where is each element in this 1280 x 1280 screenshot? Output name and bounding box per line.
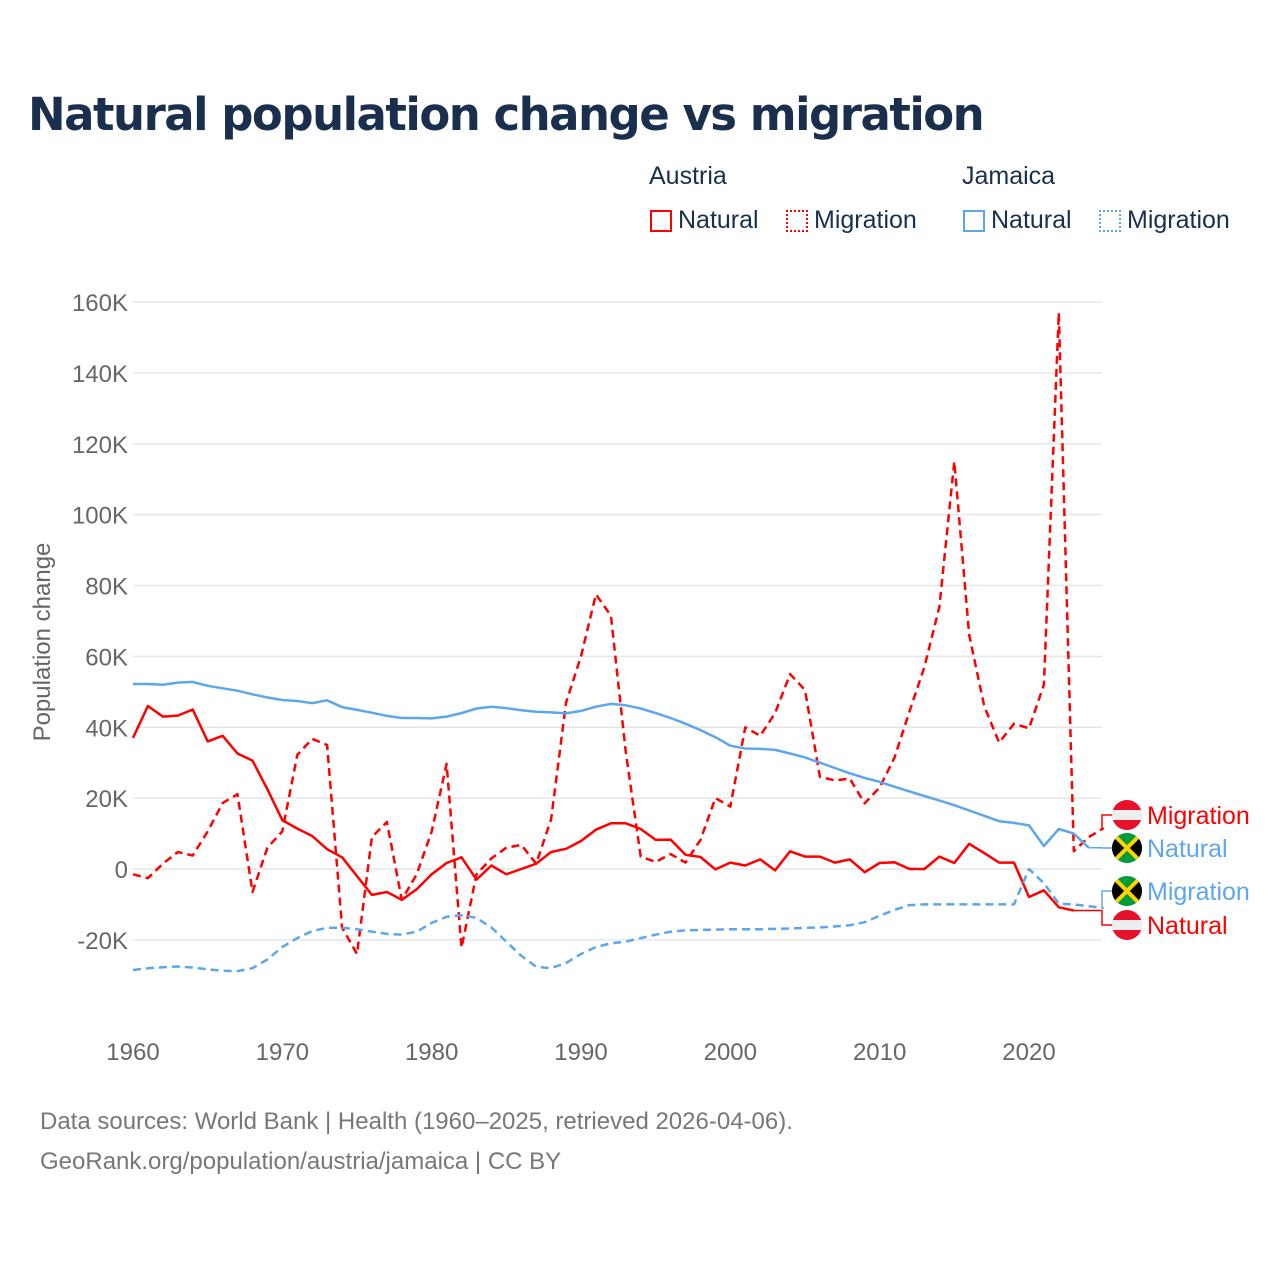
legend-swatch-dotted-icon xyxy=(786,209,808,232)
series-line-jamaica-natural xyxy=(133,680,1090,849)
legend-austria-migration[interactable]: Migration xyxy=(786,206,917,235)
legend-jamaica-natural[interactable]: Natural xyxy=(963,206,1072,235)
y-tick-label: 0 xyxy=(115,857,128,884)
legend-swatch-dotted-icon xyxy=(1099,209,1121,232)
y-tick-label: 140K xyxy=(72,361,128,388)
legend-group-austria: Austria xyxy=(649,162,727,190)
y-tick-label: 120K xyxy=(72,432,128,459)
legend-group-jamaica: Jamaica xyxy=(962,162,1056,190)
legend-jamaica-migration[interactable]: Migration xyxy=(1099,206,1230,235)
x-tick-label: 1990 xyxy=(554,1039,607,1066)
flag-stripe xyxy=(1112,920,1142,930)
legend-label: Migration xyxy=(814,206,917,234)
y-tick-label: 20K xyxy=(85,786,128,813)
footer-attribution[interactable]: GeoRank.org/population/austria/jamaica |… xyxy=(40,1148,562,1175)
chart-title: Natural population change vs migration xyxy=(28,88,985,141)
y-tick-label: 40K xyxy=(85,715,128,742)
flag-stripe xyxy=(1112,810,1142,820)
y-tick-label: 80K xyxy=(85,574,128,601)
series-line-austria-natural xyxy=(131,704,1075,912)
end-label-jamaica-migration: Migration xyxy=(1147,878,1250,906)
legend-label: Natural xyxy=(678,206,759,234)
y-axis-label: Population change xyxy=(29,543,56,742)
series-line-jamaica-migration xyxy=(132,867,1104,973)
legend-swatch-solid-icon xyxy=(963,209,985,232)
y-tick-label: 160K xyxy=(72,290,128,317)
end-label-jamaica-natural: Natural xyxy=(1147,835,1228,863)
x-tick-label: 2010 xyxy=(853,1039,906,1066)
legend-swatch-solid-icon xyxy=(650,209,672,232)
label-leader xyxy=(1101,890,1112,909)
end-label-austria-migration: Migration xyxy=(1147,802,1250,830)
legend-label: Natural xyxy=(991,206,1072,234)
y-tick-label: 100K xyxy=(72,503,128,530)
x-tick-label: 1960 xyxy=(106,1039,159,1066)
label-leader xyxy=(1073,909,1112,926)
jamaica-flag-icon xyxy=(1112,833,1142,863)
x-tick-label: 1970 xyxy=(256,1039,309,1066)
series-line-austria-migration xyxy=(132,311,1105,956)
x-tick-label: 2000 xyxy=(704,1039,757,1066)
footer-sources: Data sources: World Bank | Health (1960–… xyxy=(40,1108,793,1135)
y-tick-label: -20K xyxy=(77,928,128,955)
label-leader xyxy=(1101,814,1112,829)
end-label-austria-natural: Natural xyxy=(1147,912,1228,940)
x-tick-label: 2020 xyxy=(1002,1039,1055,1066)
legend-label: Migration xyxy=(1127,206,1230,234)
legend-austria-natural[interactable]: Natural xyxy=(650,206,759,235)
x-tick-label: 1980 xyxy=(405,1039,458,1066)
y-tick-label: 60K xyxy=(85,644,128,671)
jamaica-flag-icon xyxy=(1112,876,1142,906)
